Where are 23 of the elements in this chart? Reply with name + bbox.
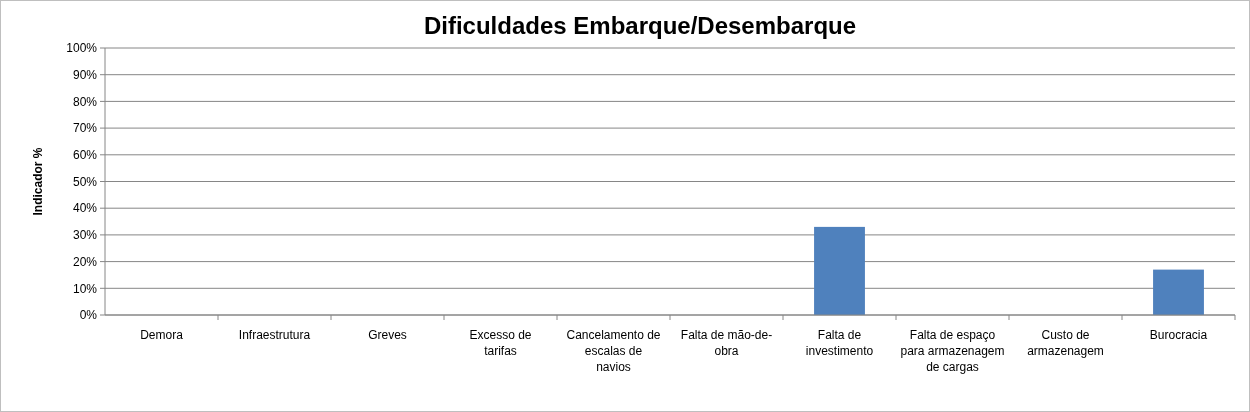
- y-tick-label: 30%: [72, 228, 98, 243]
- y-tick-label: 0%: [79, 308, 98, 323]
- x-tick-label: Custo de armazenagem: [1027, 328, 1104, 358]
- y-tick-label: 20%: [72, 254, 98, 269]
- x-tick-label: Infraestrutura: [238, 328, 311, 342]
- x-tick-label: Excesso de tarifas: [469, 328, 532, 358]
- y-tick-label: 90%: [72, 67, 98, 82]
- y-tick-label: 100%: [66, 41, 98, 56]
- x-tick-label: Falta de investimento: [805, 328, 874, 358]
- y-tick-label: 80%: [72, 94, 98, 109]
- x-tick-label: Burocracia: [1149, 328, 1208, 342]
- x-tick-label: Cancelamento de escalas de navios: [566, 328, 661, 374]
- chart-title: Dificuldades Embarque/Desembarque: [423, 12, 857, 39]
- y-axis-title: Indicador %: [31, 147, 45, 216]
- y-tick-label: 70%: [72, 121, 98, 136]
- x-tick-label: Demora: [140, 328, 184, 342]
- y-tick-label: 50%: [72, 174, 98, 189]
- x-tick-label: Falta de mão-de-obra: [680, 328, 773, 358]
- x-tick-label: Falta de espaço para armazenagem de cargas: [900, 328, 1005, 374]
- y-tick-label: 60%: [72, 148, 98, 162]
- x-tick-label: Greves: [368, 328, 407, 342]
- y-tick-label: 40%: [72, 201, 98, 216]
- y-tick-label: 10%: [72, 281, 98, 296]
